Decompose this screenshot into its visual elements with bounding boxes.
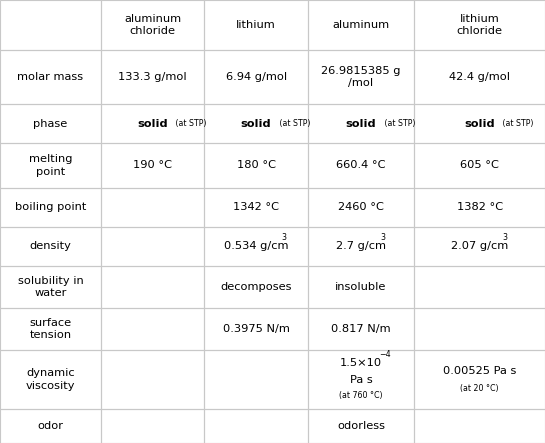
Text: Pa s: Pa s bbox=[350, 375, 372, 385]
Text: 3: 3 bbox=[502, 233, 507, 242]
Bar bbox=[308, 350, 414, 409]
Text: aluminum
chloride: aluminum chloride bbox=[124, 14, 181, 36]
Text: 3: 3 bbox=[380, 233, 386, 242]
Text: 3: 3 bbox=[281, 233, 286, 242]
Bar bbox=[0, 227, 101, 266]
Text: 180 °C: 180 °C bbox=[237, 160, 276, 171]
Bar bbox=[0, 104, 101, 143]
Text: 42.4 g/mol: 42.4 g/mol bbox=[449, 72, 510, 82]
Text: (at 760 °C): (at 760 °C) bbox=[340, 392, 383, 400]
Bar bbox=[0, 143, 101, 188]
Bar bbox=[204, 143, 308, 188]
Bar bbox=[308, 266, 414, 308]
Text: 2460 °C: 2460 °C bbox=[338, 202, 384, 212]
Bar bbox=[204, 227, 308, 266]
Text: surface
tension: surface tension bbox=[29, 318, 71, 340]
Bar bbox=[101, 143, 204, 188]
Text: (at 20 °C): (at 20 °C) bbox=[461, 384, 499, 393]
Bar bbox=[101, 50, 204, 104]
Bar bbox=[101, 104, 204, 143]
Text: solid: solid bbox=[241, 119, 271, 128]
Text: 2.07 g/cm: 2.07 g/cm bbox=[451, 241, 508, 251]
Text: odor: odor bbox=[38, 421, 63, 431]
Bar bbox=[0, 308, 101, 350]
Bar bbox=[0, 409, 101, 443]
Text: 0.534 g/cm: 0.534 g/cm bbox=[224, 241, 288, 251]
Text: 1342 °C: 1342 °C bbox=[233, 202, 279, 212]
Text: lithium
chloride: lithium chloride bbox=[457, 14, 502, 36]
Bar bbox=[308, 227, 414, 266]
Text: molar mass: molar mass bbox=[17, 72, 83, 82]
Bar bbox=[308, 50, 414, 104]
Bar bbox=[308, 104, 414, 143]
Bar bbox=[308, 143, 414, 188]
Text: dynamic
viscosity: dynamic viscosity bbox=[26, 369, 75, 391]
Text: density: density bbox=[29, 241, 71, 251]
Bar bbox=[308, 188, 414, 227]
Text: 26.9815385 g
/mol: 26.9815385 g /mol bbox=[322, 66, 401, 88]
Text: 660.4 °C: 660.4 °C bbox=[336, 160, 386, 171]
Bar bbox=[308, 409, 414, 443]
Text: lithium: lithium bbox=[237, 20, 276, 30]
Bar bbox=[414, 409, 545, 443]
Bar bbox=[0, 50, 101, 104]
Text: 0.3975 N/m: 0.3975 N/m bbox=[223, 324, 289, 334]
Text: (at STP): (at STP) bbox=[173, 119, 207, 128]
Bar bbox=[414, 0, 545, 50]
Text: 1382 °C: 1382 °C bbox=[457, 202, 502, 212]
Bar bbox=[414, 266, 545, 308]
Bar bbox=[414, 308, 545, 350]
Text: 6.94 g/mol: 6.94 g/mol bbox=[226, 72, 287, 82]
Text: 2.7 g/cm: 2.7 g/cm bbox=[336, 241, 386, 251]
Bar bbox=[204, 0, 308, 50]
Bar bbox=[101, 0, 204, 50]
Text: 190 °C: 190 °C bbox=[133, 160, 172, 171]
Bar bbox=[308, 0, 414, 50]
Bar bbox=[204, 50, 308, 104]
Text: solubility in
water: solubility in water bbox=[17, 276, 83, 298]
Bar bbox=[204, 266, 308, 308]
Bar bbox=[414, 188, 545, 227]
Text: 0.817 N/m: 0.817 N/m bbox=[331, 324, 391, 334]
Bar bbox=[101, 308, 204, 350]
Bar bbox=[204, 409, 308, 443]
Bar bbox=[101, 350, 204, 409]
Text: −4: −4 bbox=[379, 350, 391, 359]
Bar bbox=[101, 409, 204, 443]
Bar bbox=[0, 188, 101, 227]
Bar bbox=[414, 104, 545, 143]
Bar bbox=[0, 350, 101, 409]
Bar bbox=[0, 266, 101, 308]
Bar bbox=[308, 308, 414, 350]
Text: solid: solid bbox=[137, 119, 168, 128]
Text: 133.3 g/mol: 133.3 g/mol bbox=[118, 72, 187, 82]
Text: (at STP): (at STP) bbox=[277, 119, 310, 128]
Text: decomposes: decomposes bbox=[220, 282, 292, 292]
Text: solid: solid bbox=[346, 119, 377, 128]
Text: phase: phase bbox=[33, 119, 68, 128]
Bar bbox=[204, 350, 308, 409]
Text: boiling point: boiling point bbox=[15, 202, 86, 212]
Text: 1.5×10: 1.5×10 bbox=[340, 358, 382, 368]
Text: melting
point: melting point bbox=[29, 154, 72, 177]
Bar bbox=[204, 104, 308, 143]
Text: (at STP): (at STP) bbox=[382, 119, 415, 128]
Text: 605 °C: 605 °C bbox=[460, 160, 499, 171]
Text: insoluble: insoluble bbox=[335, 282, 387, 292]
Bar bbox=[0, 0, 101, 50]
Bar bbox=[414, 143, 545, 188]
Text: aluminum: aluminum bbox=[332, 20, 390, 30]
Text: solid: solid bbox=[464, 119, 495, 128]
Bar bbox=[204, 308, 308, 350]
Bar bbox=[414, 227, 545, 266]
Text: odorless: odorless bbox=[337, 421, 385, 431]
Text: 0.00525 Pa s: 0.00525 Pa s bbox=[443, 366, 516, 376]
Bar bbox=[414, 50, 545, 104]
Text: (at STP): (at STP) bbox=[500, 119, 534, 128]
Bar bbox=[204, 188, 308, 227]
Bar bbox=[101, 188, 204, 227]
Bar bbox=[414, 350, 545, 409]
Bar bbox=[101, 266, 204, 308]
Bar bbox=[101, 227, 204, 266]
